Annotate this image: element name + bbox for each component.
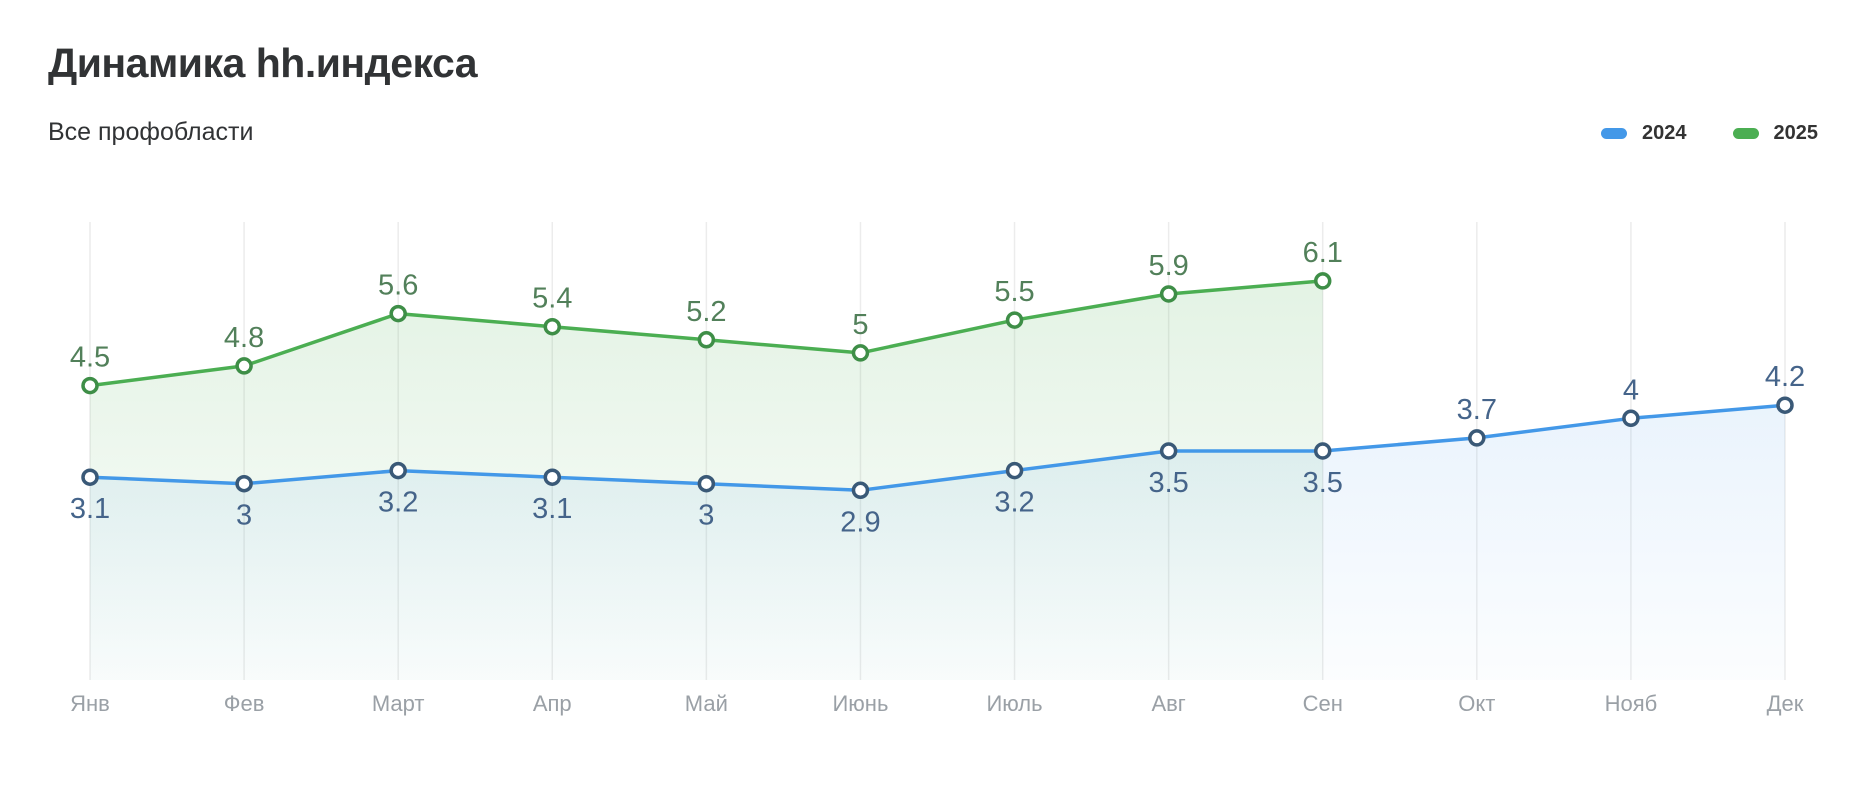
marker-2024-Авг[interactable]: [1159, 442, 1178, 460]
value-label-2024-Фев: 3: [236, 500, 252, 532]
marker-2024-Фев[interactable]: [235, 474, 253, 493]
marker-2025-Фев[interactable]: [235, 357, 253, 375]
marker-2025-Авг[interactable]: [1159, 285, 1178, 303]
legend-item-2024[interactable]: 2024: [1601, 122, 1687, 145]
marker-2024-Июнь[interactable]: [851, 481, 870, 500]
x-axis-label-Март: Март: [372, 691, 425, 716]
marker-2024-Янв[interactable]: [81, 468, 99, 486]
value-label-2024-Окт: 3.7: [1457, 394, 1497, 426]
value-label-2024-Март: 3.2: [378, 487, 418, 519]
chart-subtitle: Все профобласти: [48, 118, 254, 146]
marker-2024-Апр[interactable]: [543, 468, 562, 486]
value-label-2025-Май: 5.2: [686, 296, 726, 328]
value-label-2024-Сен: 3.5: [1303, 467, 1343, 499]
value-label-2024-Май: 3: [698, 500, 714, 532]
x-axis-label-Фев: Фев: [224, 691, 265, 716]
legend-label-2024: 2024: [1642, 122, 1687, 144]
marker-2025-Сен[interactable]: [1313, 272, 1332, 290]
marker-2024-Дек[interactable]: [1776, 396, 1794, 414]
value-label-2025-Фев: 4.8: [224, 322, 264, 354]
legend: 2024 2025: [1601, 122, 1818, 145]
value-label-2025-Июнь: 5: [852, 309, 868, 341]
marker-2025-Июнь[interactable]: [851, 344, 870, 362]
marker-2024-Июль[interactable]: [1005, 461, 1024, 480]
x-axis-label-Май: Май: [685, 691, 728, 716]
x-axis-label-Дек: Дек: [1767, 691, 1804, 716]
value-label-2025-Апр: 5.4: [532, 283, 572, 315]
marker-2024-Нояб[interactable]: [1622, 409, 1640, 428]
x-axis-label-Июль: Июль: [986, 691, 1042, 716]
marker-2025-Март[interactable]: [389, 304, 407, 323]
value-label-2024-Июль: 3.2: [994, 487, 1034, 519]
value-label-2025-Авг: 5.9: [1148, 250, 1188, 282]
value-label-2024-Авг: 3.5: [1148, 467, 1188, 499]
x-axis-label-Янв: Янв: [70, 691, 110, 716]
marker-2024-Май[interactable]: [697, 474, 716, 493]
x-axis-label-Окт: Окт: [1458, 691, 1495, 716]
value-label-2025-Июль: 5.5: [994, 276, 1034, 308]
marker-2025-Май[interactable]: [697, 331, 716, 349]
marker-2024-Март[interactable]: [389, 461, 407, 480]
page-title: Динамика hh.индекса: [48, 40, 478, 86]
legend-item-2025[interactable]: 2025: [1732, 122, 1819, 145]
value-label-2024-Янв: 3.1: [70, 493, 110, 525]
legend-swatch-2025-icon: [1732, 128, 1759, 139]
x-axis-label-Июнь: Июнь: [832, 691, 888, 716]
marker-2024-Сен[interactable]: [1313, 442, 1332, 460]
line-2024: [88, 403, 1787, 493]
value-label-2024-Дек: 4.2: [1765, 361, 1805, 393]
marker-2025-Июль[interactable]: [1005, 311, 1024, 329]
value-label-2024-Июнь: 2.9: [840, 506, 880, 538]
marker-2025-Янв[interactable]: [81, 376, 99, 395]
x-axis-label-Сен: Сен: [1303, 691, 1343, 716]
value-label-2025-Сен: 6.1: [1303, 237, 1343, 269]
value-label-2025-Янв: 4.5: [70, 342, 110, 374]
marker-2025-Апр[interactable]: [543, 317, 562, 336]
marker-2024-Окт[interactable]: [1468, 429, 1486, 447]
area-2024: [90, 405, 1785, 680]
value-label-2024-Апр: 3.1: [532, 493, 572, 525]
x-axis-label-Авг: Авг: [1151, 691, 1185, 716]
legend-label-2025: 2025: [1773, 122, 1819, 144]
value-label-2024-Нояб: 4: [1623, 374, 1639, 406]
x-axis-label-Апр: Апр: [533, 691, 572, 716]
legend-swatch-2024-icon: [1601, 128, 1627, 139]
x-axis-label-Нояб: Нояб: [1605, 691, 1658, 716]
value-label-2025-Март: 5.6: [378, 270, 418, 302]
